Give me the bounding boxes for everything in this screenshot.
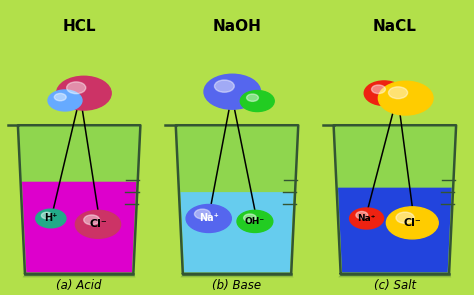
Circle shape	[194, 209, 210, 219]
Text: HCL: HCL	[63, 19, 96, 34]
Circle shape	[55, 94, 66, 101]
Circle shape	[214, 80, 234, 92]
Circle shape	[244, 214, 256, 222]
Circle shape	[386, 207, 438, 239]
Circle shape	[364, 81, 404, 105]
Circle shape	[246, 94, 258, 101]
Polygon shape	[181, 274, 293, 277]
Text: Na⁺: Na⁺	[357, 214, 376, 223]
Text: Na⁺: Na⁺	[199, 214, 219, 224]
Polygon shape	[338, 274, 451, 277]
Circle shape	[67, 82, 86, 94]
Text: H⁺: H⁺	[44, 214, 57, 224]
Text: NaOH: NaOH	[212, 19, 262, 34]
Circle shape	[240, 91, 274, 112]
Text: (b) Base: (b) Base	[212, 279, 262, 292]
Circle shape	[389, 87, 408, 99]
Circle shape	[204, 74, 261, 109]
Polygon shape	[334, 125, 456, 274]
Text: NaCL: NaCL	[373, 19, 417, 34]
Circle shape	[186, 204, 231, 232]
Text: (c) Salt: (c) Salt	[374, 279, 416, 292]
Circle shape	[36, 209, 66, 228]
Circle shape	[75, 210, 120, 238]
Circle shape	[350, 208, 383, 229]
Polygon shape	[176, 125, 298, 274]
Circle shape	[84, 215, 100, 225]
Circle shape	[378, 81, 433, 115]
Polygon shape	[180, 192, 294, 272]
Polygon shape	[338, 188, 452, 272]
Polygon shape	[23, 274, 136, 277]
Circle shape	[41, 212, 52, 219]
Polygon shape	[22, 182, 137, 272]
Circle shape	[356, 212, 368, 219]
Circle shape	[48, 90, 82, 111]
Circle shape	[237, 210, 273, 232]
Polygon shape	[18, 125, 140, 274]
Circle shape	[372, 85, 385, 94]
Text: Cl⁻: Cl⁻	[403, 218, 421, 228]
Text: OH⁻: OH⁻	[245, 217, 265, 226]
Text: (a) Acid: (a) Acid	[56, 279, 102, 292]
Text: Cl⁻: Cl⁻	[89, 219, 107, 229]
Circle shape	[56, 76, 111, 110]
Circle shape	[396, 212, 414, 223]
